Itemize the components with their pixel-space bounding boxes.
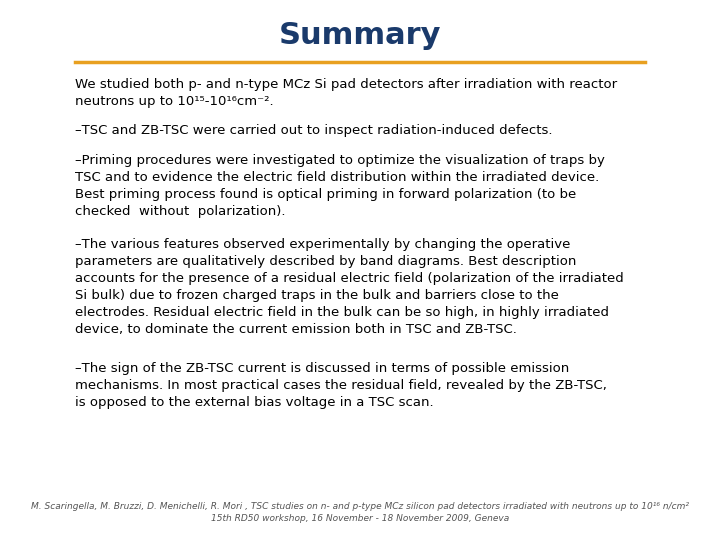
Text: –The various features observed experimentally by changing the operative
paramete: –The various features observed experimen…: [75, 238, 624, 335]
Text: M. Scaringella, M. Bruzzi, D. Menichelli, R. Mori , TSC studies on n- and p-type: M. Scaringella, M. Bruzzi, D. Menichelli…: [31, 502, 689, 523]
Text: –Priming procedures were investigated to optimize the visualization of traps by
: –Priming procedures were investigated to…: [75, 154, 605, 218]
Text: –TSC and ZB-TSC were carried out to inspect radiation-induced defects.: –TSC and ZB-TSC were carried out to insp…: [75, 124, 552, 137]
Text: Summary: Summary: [279, 21, 441, 50]
Text: We studied both p- and n-type MCz Si pad detectors after irradiation with reacto: We studied both p- and n-type MCz Si pad…: [75, 78, 617, 109]
Text: –The sign of the ZB-TSC current is discussed in terms of possible emission
mecha: –The sign of the ZB-TSC current is discu…: [75, 362, 607, 409]
